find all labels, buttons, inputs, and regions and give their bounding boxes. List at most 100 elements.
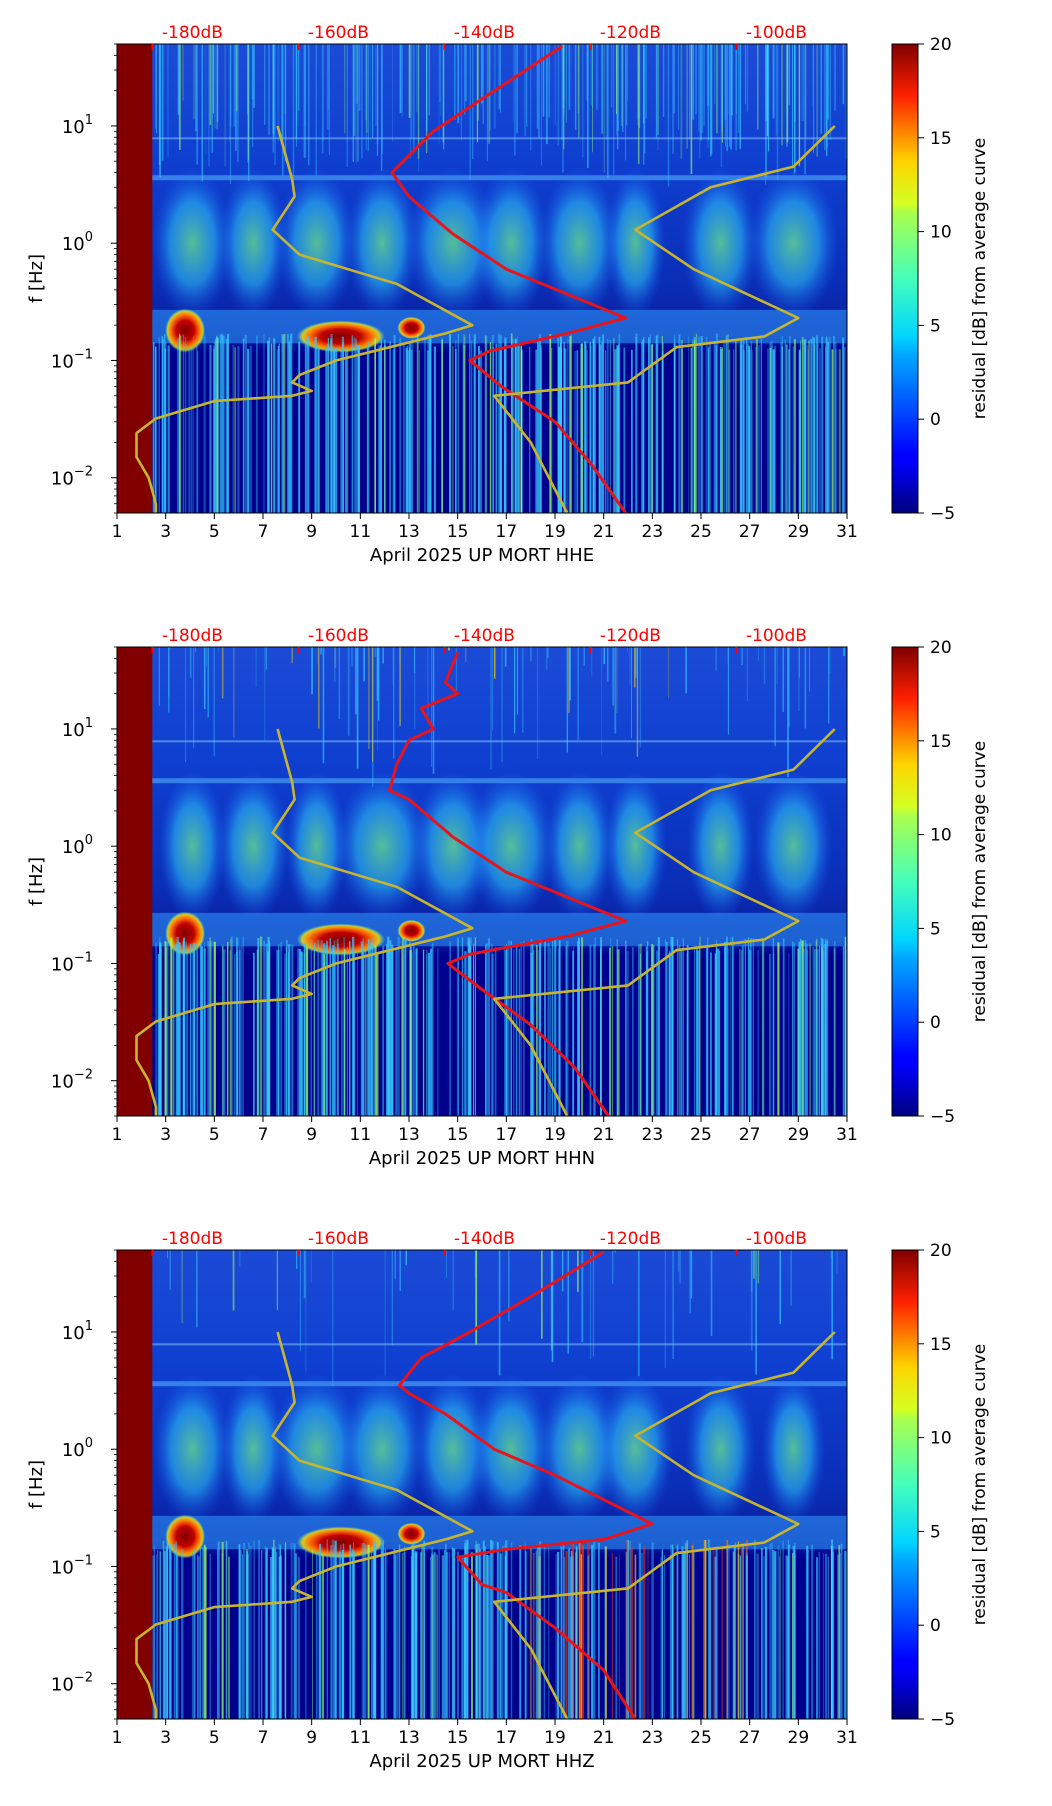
- x-tick-label: 27: [739, 1728, 761, 1748]
- x-tick-label: 1: [112, 1125, 123, 1145]
- x-tick-label: 25: [690, 1125, 712, 1145]
- high-noise-model-curve: [492, 125, 836, 513]
- top-axis-label: -140dB: [454, 1229, 515, 1249]
- colorbar-tick-label: 15: [930, 732, 952, 752]
- colorbar-tick-label: 15: [930, 1335, 952, 1355]
- x-axis-label: April 2025 UP MORT HHE: [370, 545, 594, 566]
- x-tick-label: 9: [306, 1728, 317, 1748]
- y-tick-label: 100: [62, 833, 93, 858]
- x-tick-label: 29: [788, 1728, 810, 1748]
- x-tick-label: 21: [593, 1728, 615, 1748]
- x-tick-label: 21: [593, 1125, 615, 1145]
- average-psd-curve: [388, 651, 628, 1116]
- heatmap-area: [117, 647, 847, 1116]
- colorbar: [891, 646, 919, 1117]
- x-tick-label: 29: [788, 1125, 810, 1145]
- colorbar-tick-label: −5: [930, 1710, 955, 1730]
- band-line: [117, 778, 847, 784]
- colorbar-tick-label: 5: [930, 316, 941, 336]
- y-tick-label: 10−2: [51, 465, 93, 490]
- x-axis-label: April 2025 UP MORT HHZ: [369, 1751, 594, 1772]
- x-tick-label: 23: [642, 1728, 664, 1748]
- x-tick-label: 17: [496, 1125, 518, 1145]
- microseism-band: [117, 1515, 847, 1550]
- top-axis-label: -160dB: [308, 626, 369, 646]
- x-axis-label: April 2025 UP MORT HHN: [369, 1148, 595, 1169]
- x-tick-label: 5: [209, 1125, 220, 1145]
- x-tick-label: 9: [306, 1125, 317, 1145]
- x-tick-label: 17: [496, 522, 518, 542]
- colorbar-tick-label: 5: [930, 919, 941, 939]
- x-tick-label: 27: [739, 522, 761, 542]
- low-noise-model-curve: [135, 728, 474, 1116]
- colorbar-tick-label: 10: [930, 1429, 952, 1449]
- y-tick-label: 100: [62, 230, 93, 255]
- band-line: [117, 175, 847, 181]
- y-axis-label: f [Hz]: [26, 1460, 47, 1509]
- x-tick-label: 23: [642, 1125, 664, 1145]
- hot-spot: [165, 911, 206, 956]
- top-axis-label: -100dB: [746, 23, 807, 43]
- colorbar-tick-label: 0: [930, 1013, 941, 1033]
- colorbar-tick-label: 20: [930, 1241, 952, 1261]
- top-axis-label: -120dB: [600, 23, 661, 43]
- x-tick-label: 25: [690, 1728, 712, 1748]
- x-tick-label: 15: [447, 1125, 469, 1145]
- x-tick-label: 5: [209, 1728, 220, 1748]
- x-tick-label: 13: [398, 1728, 420, 1748]
- x-tick-label: 11: [350, 1728, 372, 1748]
- x-tick-label: 11: [350, 522, 372, 542]
- x-tick-label: 31: [836, 1728, 858, 1748]
- x-tick-label: 1: [112, 1728, 123, 1748]
- colorbar-tick-label: 5: [930, 1522, 941, 1542]
- top-axis-label: -140dB: [454, 626, 515, 646]
- top-axis-label: -140dB: [454, 23, 515, 43]
- colorbar-label: residual [dB] from average curve: [970, 138, 990, 419]
- colorbar-tick-label: −5: [930, 504, 955, 524]
- x-tick-label: 9: [306, 522, 317, 542]
- top-axis-label: -160dB: [308, 1229, 369, 1249]
- y-tick-label: 10−2: [51, 1671, 93, 1696]
- microseism-band: [117, 309, 847, 344]
- band-line: [117, 1381, 847, 1387]
- top-axis-label: -180dB: [162, 23, 223, 43]
- hot-spot: [397, 1522, 426, 1545]
- top-axis-label: -180dB: [162, 1229, 223, 1249]
- x-tick-label: 17: [496, 1728, 518, 1748]
- hot-spot: [397, 316, 426, 339]
- y-tick-label: 10−1: [51, 950, 93, 975]
- y-tick-label: 10−1: [51, 347, 93, 372]
- hot-spot: [296, 1526, 385, 1559]
- x-tick-label: 31: [836, 1125, 858, 1145]
- x-tick-label: 5: [209, 522, 220, 542]
- y-axis-label: f [Hz]: [26, 857, 47, 906]
- colorbar-tick-label: −5: [930, 1107, 955, 1127]
- microseism-band: [117, 912, 847, 947]
- y-tick-label: 100: [62, 1436, 93, 1461]
- x-tick-label: 31: [836, 522, 858, 542]
- y-tick-label: 10−2: [51, 1068, 93, 1093]
- colorbar: [891, 43, 919, 514]
- x-tick-label: 19: [544, 1125, 566, 1145]
- colorbar-tick-label: 15: [930, 129, 952, 149]
- x-tick-label: 15: [447, 1728, 469, 1748]
- colorbar-label: residual [dB] from average curve: [970, 1344, 990, 1625]
- average-psd-curve: [390, 44, 628, 513]
- low-noise-model-curve: [135, 125, 474, 513]
- x-tick-label: 11: [350, 1125, 372, 1145]
- colorbar-tick-label: 10: [930, 826, 952, 846]
- hot-spot: [165, 308, 206, 353]
- x-tick-label: 7: [258, 1125, 269, 1145]
- x-tick-label: 15: [447, 522, 469, 542]
- high-noise-model-curve: [492, 728, 836, 1116]
- x-tick-label: 7: [258, 1728, 269, 1748]
- high-noise-model-curve: [492, 1331, 836, 1719]
- y-axis-label: f [Hz]: [26, 254, 47, 303]
- hot-spot: [397, 919, 426, 942]
- heatmap-area: [117, 1250, 847, 1719]
- x-tick-label: 19: [544, 1728, 566, 1748]
- x-tick-label: 21: [593, 522, 615, 542]
- colorbar-tick-label: 20: [930, 638, 952, 658]
